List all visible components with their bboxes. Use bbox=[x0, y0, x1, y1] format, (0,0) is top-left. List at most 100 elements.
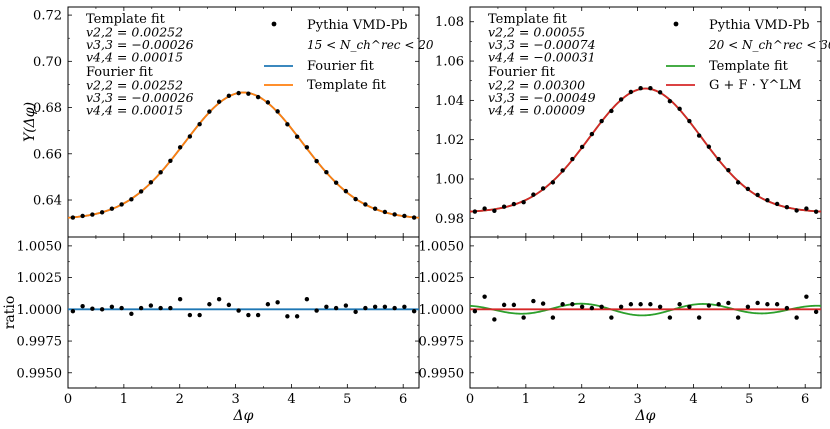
ratio-point bbox=[207, 302, 212, 307]
ratio-point bbox=[638, 302, 643, 307]
data-point bbox=[109, 206, 115, 211]
ytick-label: 0.9950 bbox=[17, 366, 63, 381]
glm-fit-line bbox=[469, 87, 822, 213]
data-point bbox=[774, 201, 780, 207]
ratio-point bbox=[216, 296, 222, 302]
legend-line-1-label: Template fit bbox=[709, 59, 789, 74]
ratio-point bbox=[618, 304, 624, 309]
data-point bbox=[492, 208, 497, 213]
data-point bbox=[560, 168, 565, 173]
ratio-point bbox=[813, 309, 819, 315]
y-axis-label: ratio bbox=[2, 296, 18, 330]
data-point bbox=[138, 189, 144, 194]
ytick-label: 1.0000 bbox=[17, 303, 63, 318]
ratio-point bbox=[482, 294, 487, 299]
annotation-fourier-v44: v4,4 = 0.00015 bbox=[86, 103, 183, 118]
xtick-label: 6 bbox=[801, 392, 809, 407]
legend-point-marker bbox=[271, 21, 277, 27]
data-point bbox=[216, 99, 222, 104]
annotation-template-title: Template fit bbox=[86, 12, 166, 27]
data-point bbox=[657, 90, 663, 95]
data-point bbox=[236, 90, 241, 96]
annotation-fourier-v44: v4,4 = 0.00009 bbox=[488, 103, 585, 118]
ratio-point bbox=[119, 305, 124, 311]
ratio-point bbox=[129, 311, 134, 316]
data-point bbox=[246, 91, 251, 96]
ratio-point bbox=[275, 300, 280, 305]
ratio-point bbox=[80, 303, 85, 309]
panel-right-top: 0.981.001.021.041.061.08 Template fitv2,2… bbox=[435, 6, 830, 238]
xtick-label: 2 bbox=[578, 392, 586, 407]
data-point bbox=[706, 144, 712, 149]
ratio-point bbox=[765, 302, 770, 307]
xtick-label: 3 bbox=[633, 392, 641, 407]
ratio-point bbox=[246, 312, 251, 318]
data-point bbox=[648, 86, 653, 91]
data-point bbox=[804, 206, 809, 211]
annotation-template-v33: v3,3 = −0.00074 bbox=[488, 37, 596, 52]
data-point bbox=[314, 158, 319, 164]
ratio-point bbox=[70, 309, 76, 314]
annotation-template-v44: v4,4 = −0.00031 bbox=[488, 50, 596, 65]
data-point bbox=[275, 109, 280, 114]
ratio-point bbox=[774, 302, 780, 307]
ratio-point bbox=[540, 301, 546, 306]
data-point bbox=[609, 108, 614, 114]
data-point bbox=[324, 170, 329, 175]
data-point bbox=[784, 204, 790, 210]
ratio-point bbox=[628, 302, 634, 307]
ratio-point bbox=[687, 304, 692, 309]
ratio-point bbox=[168, 305, 173, 311]
ratio-point bbox=[402, 304, 407, 309]
data-point bbox=[521, 200, 526, 205]
xtick-label: 4 bbox=[287, 392, 295, 407]
ytick-label: 0.98 bbox=[435, 212, 464, 227]
ratio-point bbox=[99, 307, 105, 312]
ratio-point bbox=[187, 312, 193, 318]
annotation-fourier-v22: v2,2 = 0.00252 bbox=[86, 78, 183, 93]
data-point bbox=[501, 204, 507, 209]
data-point bbox=[207, 109, 212, 114]
ratio-point bbox=[501, 302, 507, 308]
ratio-point bbox=[372, 304, 378, 309]
data-point bbox=[90, 212, 95, 217]
annotation-fourier-title: Fourier fit bbox=[488, 65, 556, 80]
data-point bbox=[716, 156, 721, 162]
data-point bbox=[304, 145, 310, 150]
legend-range-label: 20 < N_ch^rec < 30 bbox=[708, 38, 830, 52]
annotation-template-title: Template fit bbox=[488, 12, 568, 27]
legend-range-label: 15 < N_ch^rec < 20 bbox=[307, 38, 434, 52]
data-point bbox=[168, 158, 173, 164]
ratio-point bbox=[472, 309, 478, 314]
data-point bbox=[618, 97, 624, 102]
ratio-point bbox=[706, 303, 712, 308]
ratio-point bbox=[531, 298, 536, 304]
data-point bbox=[382, 209, 388, 215]
ytick-label: 0.72 bbox=[33, 9, 62, 24]
ytick-label: 1.08 bbox=[435, 15, 464, 30]
ratio-point bbox=[197, 312, 202, 318]
data-point bbox=[402, 213, 407, 219]
ratio-point bbox=[177, 296, 183, 302]
annotation-template-v44: v4,4 = 0.00015 bbox=[86, 50, 183, 65]
ratio-point bbox=[726, 300, 731, 306]
data-point bbox=[550, 180, 556, 185]
data-point bbox=[628, 89, 634, 95]
ytick-label: 1.0025 bbox=[17, 271, 63, 286]
xtick-label: 3 bbox=[231, 392, 239, 407]
ratio-point bbox=[363, 305, 368, 311]
data-point bbox=[482, 206, 487, 211]
ratio-point bbox=[138, 305, 144, 311]
data-point bbox=[677, 106, 682, 112]
ratio-point bbox=[148, 303, 154, 308]
ratio-point bbox=[236, 308, 241, 313]
ratio-point bbox=[226, 302, 232, 308]
data-point bbox=[333, 180, 339, 185]
ratio-point bbox=[804, 294, 809, 299]
ytick-label: 0.66 bbox=[33, 147, 62, 162]
data-point bbox=[372, 206, 378, 211]
ytick-label: 1.00 bbox=[435, 173, 464, 188]
xtick-label: 0 bbox=[466, 392, 474, 407]
x-axis-label: Δφ bbox=[233, 408, 254, 424]
ratio-point bbox=[755, 300, 760, 306]
